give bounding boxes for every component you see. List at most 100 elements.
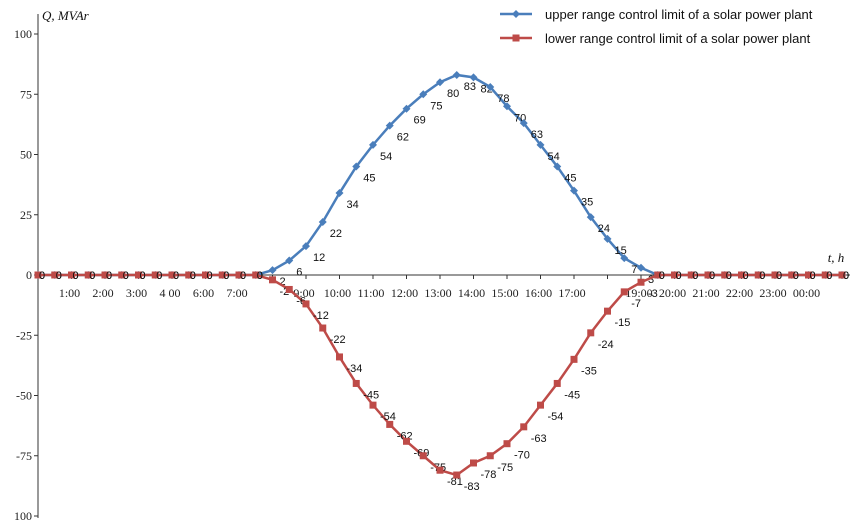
y-tick-label: 25 [20,208,32,222]
data-label: -12 [313,310,329,322]
data-label: 69 [414,115,426,127]
data-label: 78 [497,93,509,105]
x-tick-label: 6:00 [193,286,214,300]
x-tick-label: 10:00 [324,286,351,300]
data-label: 0 [810,270,816,282]
y-tick-label: -50 [16,389,32,403]
data-label: 75 [430,100,442,112]
data-label: -24 [598,339,614,351]
data-point [101,271,109,279]
x-tick-label: 00:00 [793,286,820,300]
data-label: 22 [330,228,342,240]
data-point [403,437,410,445]
data-label: 0 [240,270,246,282]
data-label: -81 [447,476,463,488]
data-point [805,271,812,279]
data-label: 0 [726,270,732,282]
data-point [587,329,595,337]
data-label: 45 [363,173,375,185]
data-point [302,300,310,308]
data-label: 6 [296,267,302,279]
axes: 100 75 50 25 0 -25 -50 -75 100 1:00 2:00 3:00 4 00 6:… [14,8,850,523]
data-point [754,271,762,279]
data-label: 3 [648,274,654,286]
legend-marker [512,10,520,18]
x-axis-title: t, h [828,250,845,265]
data-point [151,271,159,279]
data-label: -63 [531,433,547,445]
data-label: -2 [280,286,290,298]
data-point [168,271,176,279]
y-tick-label: 100 [14,509,32,523]
data-point [537,401,544,409]
data-label: 0 [156,270,162,282]
data-point [51,271,59,279]
data-point [135,271,142,279]
data-point [419,452,427,460]
data-point [704,271,712,279]
data-label: 0 [190,270,196,282]
data-point [318,217,327,226]
data-point [436,466,444,474]
x-tick-label: 23:00 [759,286,786,300]
data-point [218,271,226,279]
data-label: 0 [759,270,765,282]
data-point [386,420,394,428]
data-label: -54 [548,411,564,423]
data-point [469,73,478,82]
x-tick-label: 1:00 [59,286,80,300]
x-tick-label: 22:00 [726,286,753,300]
data-point [369,401,377,409]
x-tick-label: 3:00 [126,286,147,300]
data-point [285,256,294,265]
x-tick-label: 21:00 [692,286,719,300]
data-point [235,271,243,279]
data-label: -83 [464,481,480,493]
data-point [503,102,511,111]
data-label: 0 [776,270,782,282]
data-label: 0 [140,270,146,282]
legend-label: upper range control limit of a solar pow… [545,7,813,22]
data-point [553,379,561,387]
data-label: 12 [313,252,325,264]
data-point [687,271,695,279]
data-label: 0 [843,270,849,282]
data-point [788,271,796,279]
data-point [654,271,662,279]
data-label: -70 [514,450,530,462]
data-label: 15 [615,245,627,257]
data-point [202,271,209,279]
data-label: 0 [56,270,62,282]
data-point [419,90,428,99]
data-point [470,459,477,467]
data-label: 0 [123,270,129,282]
data-label: 0 [39,270,45,282]
x-tick-label: 11:00 [358,286,385,300]
data-point [385,121,394,130]
data-point [185,271,193,279]
x-tick-label: 7:00 [226,286,247,300]
data-label: 34 [347,199,359,211]
data-point [637,263,645,272]
x-tick-label: 17:00 [558,286,585,300]
data-point [553,162,562,171]
data-point [252,271,260,279]
data-label: 54 [548,151,560,163]
data-label: 0 [676,270,682,282]
data-label: -22 [330,334,346,346]
data-label: -35 [581,365,597,377]
data-point [302,242,310,251]
x-tick-label: 19:00 [625,286,652,300]
data-point [570,186,578,195]
data-point [369,140,377,149]
data-label: 0 [223,270,229,282]
data-label: 0 [793,270,799,282]
x-tick-label: 2:00 [92,286,113,300]
data-point [520,423,528,431]
data-point [771,271,779,279]
data-label: 35 [581,197,593,209]
y-tick-label: 75 [20,87,32,101]
data-label: 0 [106,270,112,282]
